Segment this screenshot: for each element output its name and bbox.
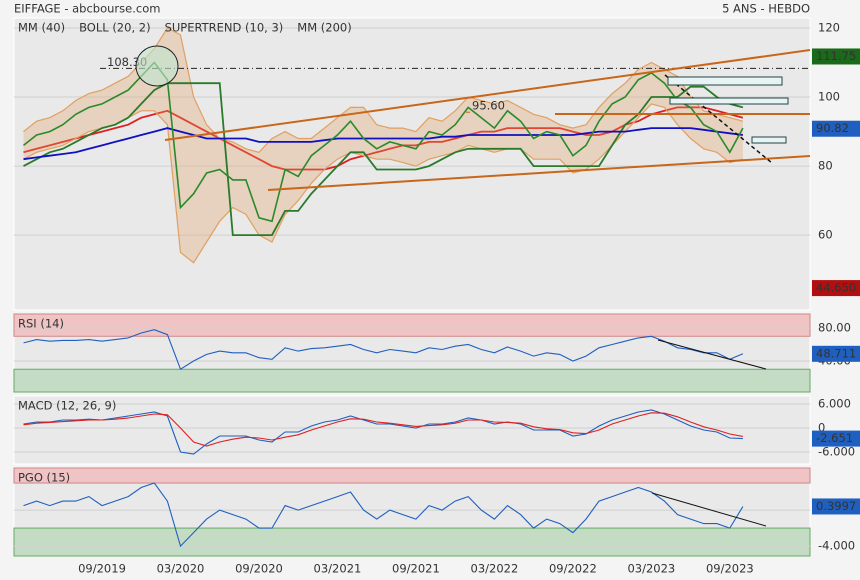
y-tick-label: 100 [818,90,840,104]
panel [13,395,811,465]
y-tick-label: -4.000 [818,539,855,553]
y-tick-label: -6.000 [818,445,855,459]
value-marker [812,430,860,447]
value-marker [812,498,860,515]
boll-lower [23,103,744,264]
x-tick-label: 03/2021 [314,562,362,576]
rsi-trend [657,339,767,370]
highlight-circle [135,45,179,87]
overbought-band [13,313,811,337]
legend-entry: BOLL (20, 2) [79,21,150,35]
legend-entry: PGO (15) [18,471,70,485]
oversold-band [13,527,811,557]
value-marker [812,120,860,137]
y-tick-label: 120 [818,21,840,35]
value-marker-label: 0.3997 [816,499,856,513]
series-line [23,329,744,371]
value-marker-label: 111.75 [816,49,856,63]
x-tick-label: 03/2022 [471,562,519,576]
x-tick-label: 03/2023 [627,562,675,576]
value-marker-label: 90.82 [816,121,849,135]
legend-entry: RSI (14) [18,317,64,331]
y-tick-label: 0 [818,421,825,435]
zone-box [751,136,787,144]
value-marker [812,280,860,297]
series-line [23,127,744,161]
series-line [23,409,743,455]
legend-entry: MM (40) [18,21,65,35]
pgo-trend [651,492,767,527]
x-tick-label: 09/2022 [549,562,597,576]
chart-title: EIFFAGE - abcbourse.com [14,2,160,16]
overbought-band [13,467,811,484]
x-tick-label: 09/2020 [235,562,283,576]
series-line [23,482,744,548]
drawings [135,45,811,527]
signal-line [23,412,743,447]
x-tick-label: 09/2019 [78,562,126,576]
trend-channel-top [164,49,811,141]
zone-box [669,97,789,105]
value-marker [812,48,860,65]
trend-channel-bottom [267,155,811,191]
chart-subtitle: 5 ANS - HEBDO [722,2,810,16]
x-tick-label: 09/2021 [392,562,440,576]
down-trend [664,74,773,164]
oversold-band [13,368,811,393]
y-tick-label: 80.00 [818,321,851,335]
series-line [23,106,744,171]
value-marker-label: 48.711 [816,346,856,360]
annotation: 95.60 [472,99,505,113]
value-marker-label: 44.650 [816,281,856,295]
x-tick-label: 03/2020 [157,562,205,576]
legend-entry: SUPERTREND (10, 3) [165,21,284,35]
x-tick-label: 09/2023 [706,562,754,576]
zone-box [667,76,783,86]
y-tick-label: 60 [818,228,833,242]
legend-entry: MACD (12, 26, 9) [18,399,116,413]
value-marker-label: -2.651 [816,431,853,445]
y-tick-label: 6.000 [818,397,851,411]
legend-entry: MM (200) [297,21,351,35]
series-line [23,82,744,236]
y-tick-label: 80 [818,159,833,173]
value-marker [812,345,860,362]
